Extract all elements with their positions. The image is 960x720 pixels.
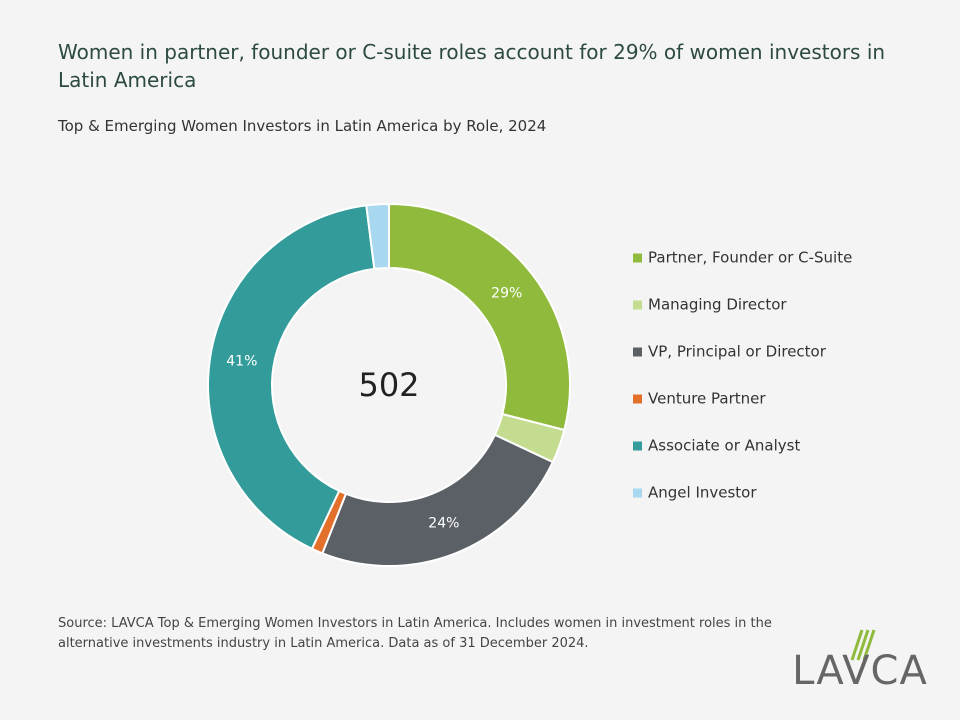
chart-title: Women in partner, founder or C-suite rol… (58, 40, 886, 92)
legend-label: Partner, Founder or C-Suite (648, 249, 852, 267)
legend-marker (633, 488, 642, 498)
legend-label: Associate or Analyst (648, 437, 800, 455)
chart-subtitle: Top & Emerging Women Investors in Latin … (58, 117, 547, 135)
legend-marker (633, 347, 642, 357)
donut-slice (388, 202, 571, 432)
donut-slice (365, 202, 390, 271)
legend-marker (633, 253, 642, 263)
legend-label: Venture Partner (648, 390, 766, 408)
data-label: 29% (491, 286, 522, 302)
logo: LAVCA (792, 648, 928, 694)
donut-slice (321, 433, 555, 567)
legend-marker (633, 394, 642, 404)
legend-marker (633, 300, 642, 310)
logo-mark (850, 629, 876, 661)
legend-label: Angel Investor (648, 484, 757, 502)
data-label: 41% (226, 354, 257, 370)
data-label: 24% (428, 516, 459, 532)
legend-label: Managing Director (648, 296, 787, 314)
legend-marker (633, 441, 642, 451)
center-label: 502 (358, 366, 419, 404)
donut-slice (207, 204, 376, 551)
legend-label: VP, Principal or Director (648, 343, 827, 361)
source-note: Source: LAVCA Top & Emerging Women Inves… (58, 616, 772, 651)
